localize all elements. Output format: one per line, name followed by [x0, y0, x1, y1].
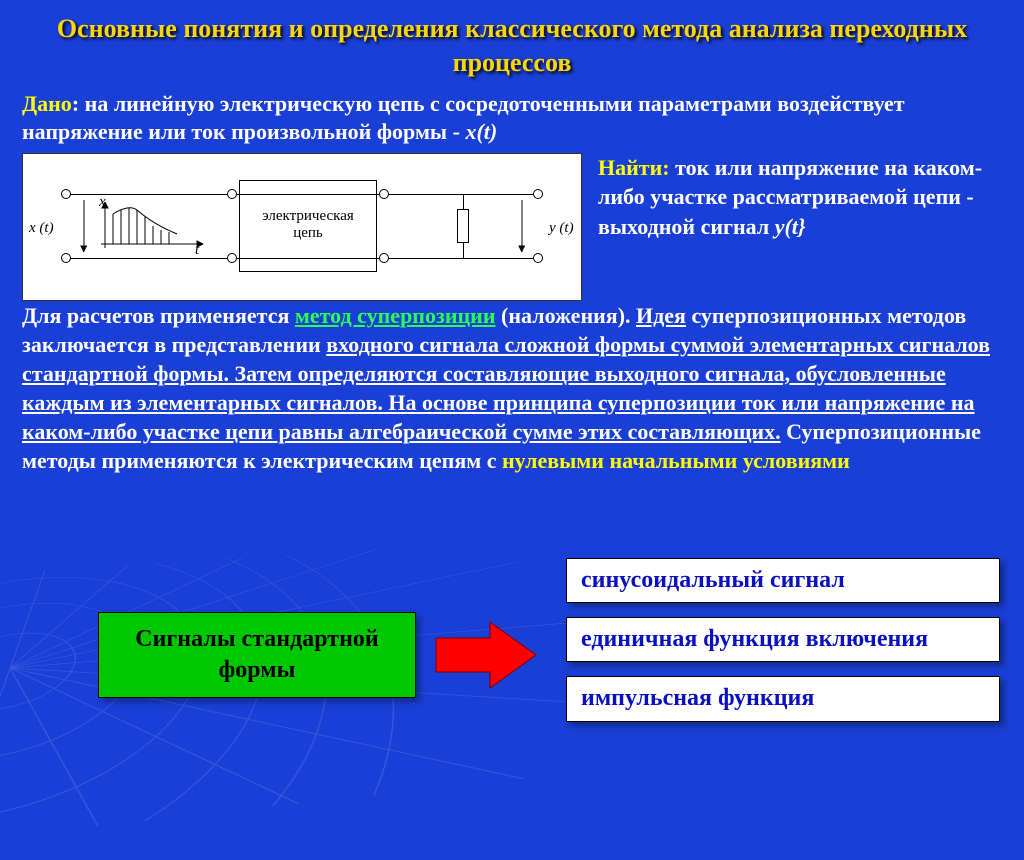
find-label: Найти: [598, 155, 670, 180]
diagram-x-axis: t [195, 242, 199, 259]
body-p1a: Для расчетов применяется [22, 303, 295, 328]
body-idea: Идея [636, 303, 686, 328]
body-method: метод суперпозиции [295, 303, 496, 328]
body-zero: нулевыми начальными условиями [502, 448, 850, 473]
diagram-y-axis: x [99, 194, 106, 211]
find-block: Найти: ток или напряжение на каком-либо … [598, 153, 1002, 242]
find-var: y(t} [775, 214, 806, 239]
diagram-input-label: x (t) [29, 220, 54, 237]
signals-source-box: Сигналы стандартной формы [98, 612, 416, 698]
page-title: Основные понятия и определения классичес… [0, 0, 1024, 84]
list-item: импульсная функция [566, 676, 1000, 721]
diagram-output-label: y (t) [549, 220, 574, 237]
list-item: синусоидальный сигнал [566, 558, 1000, 603]
body-paragraph: Для расчетов применяется метод суперпози… [0, 301, 1024, 475]
diagram-box-label: электрическая цепь [253, 208, 363, 242]
given-label: Дано [22, 91, 72, 116]
signals-list: синусоидальный сигнал единичная функция … [566, 558, 1000, 736]
given-text: : на линейную электрическую цепь с сосре… [22, 91, 905, 145]
given-var: x(t) [465, 119, 497, 144]
arrow-icon [430, 620, 540, 690]
body-p1b: (наложения). [496, 303, 637, 328]
circuit-diagram: электрическая цепь x [22, 153, 582, 301]
list-item: единичная функция включения [566, 617, 1000, 662]
given-block: Дано: на линейную электрическую цепь с с… [0, 84, 1024, 147]
